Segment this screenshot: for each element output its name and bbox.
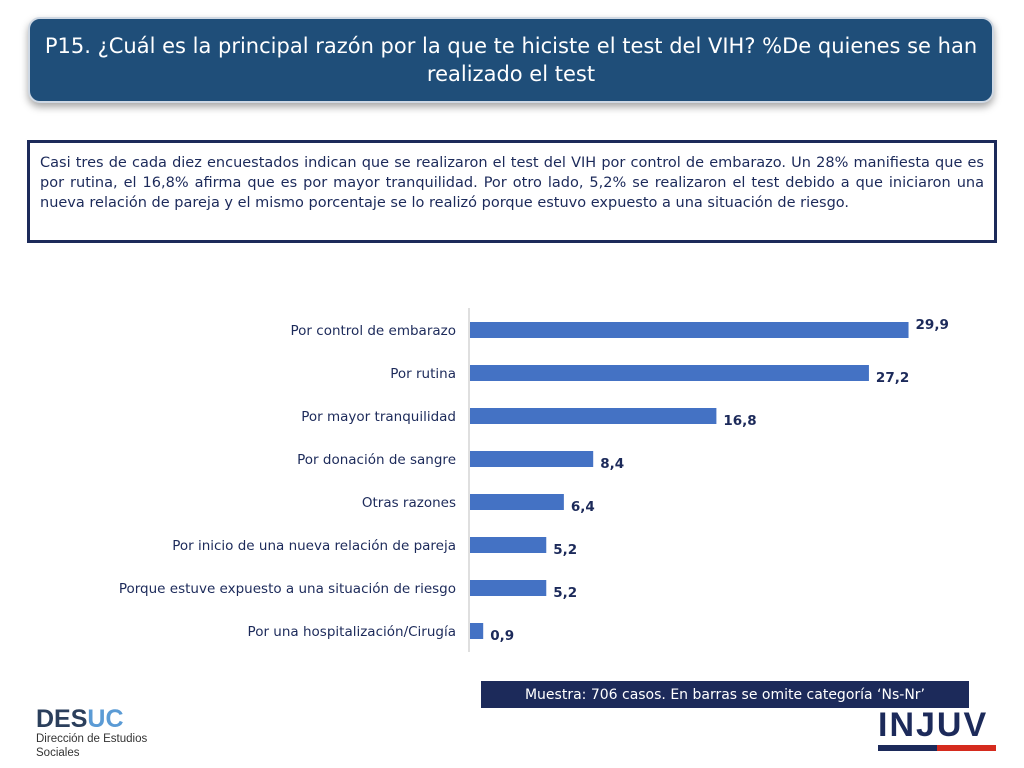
bar: [470, 365, 869, 381]
desuc-logo-main: DES: [36, 705, 88, 733]
bar: [470, 623, 484, 639]
desuc-logo-word: DESUC: [36, 706, 147, 732]
page-title: P15. ¿Cuál es la principal razón por la …: [28, 17, 994, 103]
category-label: Por control de embarazo: [291, 323, 456, 339]
desuc-logo-accent: UC: [87, 705, 124, 733]
data-label: 27,2: [876, 370, 909, 386]
bar: [470, 451, 594, 467]
injuv-logo-word: INJUV: [878, 706, 989, 744]
category-label: Otras razones: [362, 495, 456, 511]
sample-footnote: Muestra: 706 casos. En barras se omite c…: [481, 681, 969, 708]
category-label: Por inicio de una nueva relación de pare…: [172, 538, 456, 554]
category-label: Porque estuve expuesto a una situación d…: [119, 581, 456, 597]
summary-box: Casi tres de cada diez encuestados indic…: [27, 140, 997, 243]
category-label: Por rutina: [390, 366, 456, 382]
summary-text: Casi tres de cada diez encuestados indic…: [40, 155, 984, 211]
data-label: 8,4: [600, 456, 624, 472]
bar: [470, 494, 564, 510]
data-label: 0,9: [490, 628, 514, 644]
category-label: Por donación de sangre: [297, 452, 456, 468]
category-label: Por mayor tranquilidad: [301, 409, 456, 425]
data-label: 5,2: [553, 585, 577, 601]
desuc-logo-line1: Dirección de Estudios: [36, 733, 148, 745]
data-label: 29,9: [916, 317, 949, 333]
data-label: 6,4: [571, 499, 595, 515]
data-label: 5,2: [553, 542, 577, 558]
page-title-text: P15. ¿Cuál es la principal razón por la …: [44, 34, 978, 86]
sample-footnote-text: Muestra: 706 casos. En barras se omite c…: [524, 686, 926, 703]
bar: [470, 408, 717, 424]
desuc-logo: DESUC Dirección de Estudios Sociales: [36, 706, 147, 760]
bar: [470, 537, 547, 553]
desuc-logo-line2: Sociales: [36, 747, 80, 759]
data-label: 16,8: [723, 413, 756, 429]
bar: [470, 322, 909, 338]
injuv-logo: INJUV: [878, 707, 996, 751]
bar-chart: Por control de embarazo 29,9 Por rutina 27,…: [119, 308, 949, 652]
bar: [470, 580, 547, 596]
injuv-logo-stripe: [878, 745, 996, 751]
category-label: Por una hospitalización/Cirugía: [248, 624, 456, 640]
